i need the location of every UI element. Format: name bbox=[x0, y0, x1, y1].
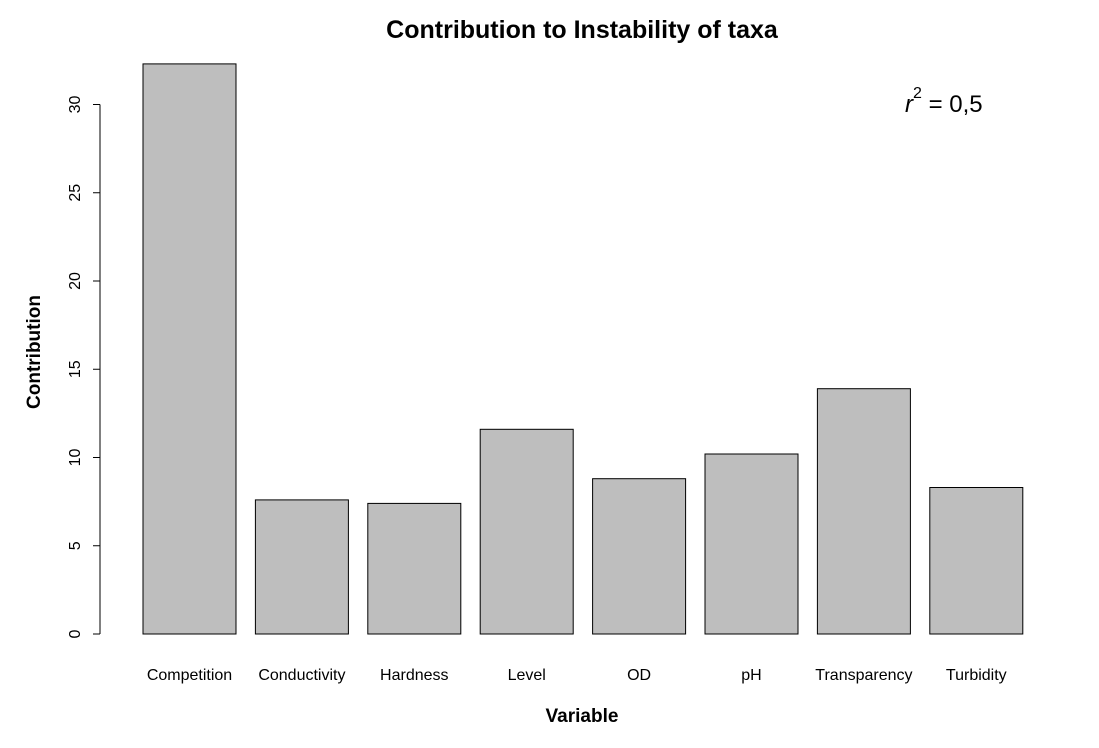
y-tick-label: 25 bbox=[67, 184, 84, 202]
y-axis-title: Contribution bbox=[24, 295, 45, 409]
x-axis-title: Variable bbox=[546, 706, 619, 727]
y-tick-label: 15 bbox=[67, 360, 84, 378]
x-tick-label: Transparency bbox=[815, 667, 912, 684]
y-tick-label: 30 bbox=[67, 96, 84, 114]
r-squared-annotation: r2 = 0,5 bbox=[905, 85, 983, 118]
y-tick-label: 10 bbox=[67, 449, 84, 467]
bar-turbidity bbox=[929, 487, 1024, 635]
bar-level bbox=[479, 428, 574, 635]
x-tick-label: Hardness bbox=[380, 667, 448, 684]
bar-ph bbox=[704, 453, 799, 635]
bar-transparency bbox=[816, 388, 911, 635]
x-tick-label: Turbidity bbox=[946, 667, 1007, 684]
bars-group bbox=[142, 63, 1024, 635]
chart-title: Contribution to Instability of taxa bbox=[386, 16, 779, 44]
y-axis: 0 5 10 15 20 25 30 bbox=[67, 96, 101, 638]
bar-competition bbox=[142, 63, 237, 635]
bar-conductivity bbox=[254, 499, 349, 635]
y-tick-label: 20 bbox=[67, 272, 84, 290]
y-tick-label: 5 bbox=[67, 541, 84, 550]
bar-hardness bbox=[367, 502, 462, 635]
x-tick-label: Level bbox=[508, 667, 546, 684]
x-tick-label: pH bbox=[741, 667, 761, 684]
x-axis-labels: Competition Conductivity Hardness Level OD pH… bbox=[147, 667, 1007, 684]
x-tick-label: OD bbox=[627, 667, 651, 684]
x-tick-label: Conductivity bbox=[258, 667, 345, 684]
bar-od bbox=[592, 478, 687, 635]
y-tick-label: 0 bbox=[67, 629, 84, 638]
x-tick-label: Competition bbox=[147, 667, 232, 684]
